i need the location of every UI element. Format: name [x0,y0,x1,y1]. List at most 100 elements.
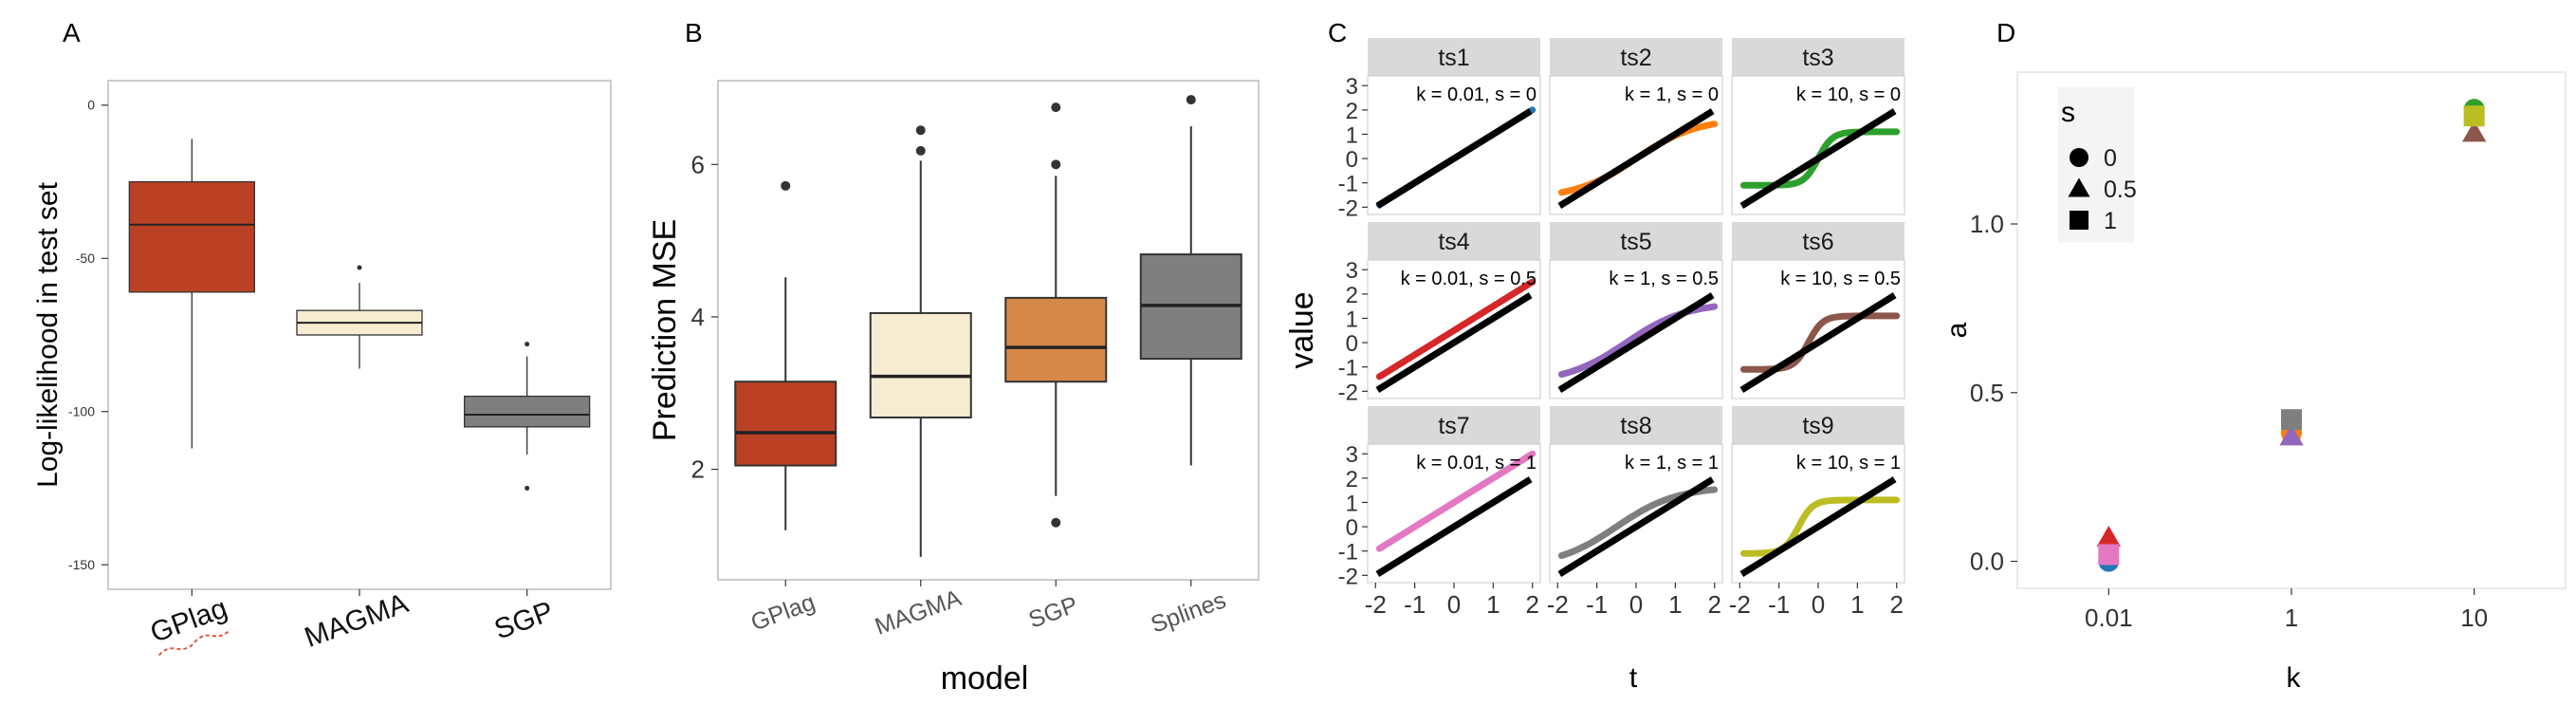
facet-strip [1732,406,1904,444]
y-tick-label: 0 [1346,147,1358,173]
y-tick-label: 2 [1346,467,1358,492]
facet-title: ts6 [1802,229,1833,255]
y-tick-label: 2 [1346,283,1358,308]
x-tick-label: 2 [1525,590,1538,619]
box-splines [1139,95,1242,466]
outlier-point [915,125,926,136]
series-line [1375,278,1536,381]
x-tick-label: 0 [1812,590,1825,619]
panel-a-y-label: Log-likelihood in test set [32,181,64,488]
facet-strip [1368,222,1540,260]
reference-line [1739,292,1897,394]
facet-annotation: k = 1, s = 0 [1625,84,1719,105]
facet-title: ts5 [1620,229,1651,255]
y-tick-label: 0.0 [1970,548,2004,576]
panel-b-boxes [734,95,1242,557]
facet-annotation: k = 10, s = 1 [1796,453,1901,474]
outlier-point [357,265,362,270]
y-tick-label: -1 [1338,540,1358,566]
facet-ts5: ts5 k = 1, s = 0.5 [1549,222,1723,399]
y-tick-label: 1.0 [1970,210,2004,238]
panel-label-b: B [685,18,703,47]
y-tick-label: 6 [691,150,705,178]
x-tick-label: 0 [1447,590,1461,619]
panel-c-x-label: t [1629,662,1638,694]
facet-strip [1368,406,1540,444]
x-tick-label: -2 [1547,590,1569,619]
spellcheck-underline [157,628,231,657]
x-tick-label: 2 [1707,590,1720,619]
outlier-point [781,180,791,191]
point-ts6 [2462,121,2487,142]
legend-key-circle [2070,148,2088,167]
y-tick-label: 0.5 [1970,379,2004,407]
panel-d-legend: s 00.51 [2058,87,2137,243]
reference-line [1557,476,1715,578]
point-ts8 [2281,409,2302,431]
x-tick-label: 10 [2460,604,2488,632]
outlier-point [915,145,926,156]
facet-strip [1732,38,1904,76]
legend-title: s [2061,97,2075,128]
legend-key-square [2070,211,2088,230]
box-body [1004,296,1108,383]
x-tick-label: 1 [1486,590,1500,619]
panel-b-y-label: Prediction MSE [647,219,683,441]
y-tick-label: -50 [76,251,95,266]
y-tick-label: -1 [1338,172,1358,197]
panel-d-points [2096,99,2487,572]
x-tick-label: -1 [1586,590,1608,619]
facet-annotation: k = 0.01, s = 0.5 [1401,269,1536,289]
y-tick-label: -150 [68,557,95,572]
x-tick-label: 0.01 [2085,604,2133,632]
facet-strip [1368,38,1540,76]
reference-line [1375,108,1533,210]
point-ts9 [2463,105,2485,127]
panel-d-y-ticks: 0.0 0.5 1.0 [1970,210,2017,576]
facet-annotation: k = 10, s = 0.5 [1780,269,1901,289]
x-tick-label: 1 [1668,590,1682,619]
facet-ts3: ts3 k = 10, s = 0 [1731,38,1905,215]
point-ts4 [2096,526,2121,548]
facet-annotation: k = 10, s = 0 [1796,84,1901,105]
y-tick-label: 3 [1346,258,1358,284]
x-tick-label: -1 [1404,590,1426,619]
y-tick-label: 3 [1346,74,1358,100]
legend-key-triangle [2068,177,2090,197]
panel-label-d: D [1996,18,2015,47]
box-gplag [734,180,837,530]
outlier-point [1051,517,1061,528]
x-tick-label: -2 [1365,590,1387,619]
panel-b-x-label: model [941,660,1029,697]
panel-label-c: C [1328,18,1347,47]
panel-d-y-label: a [1941,322,1973,338]
y-tick-label: 3 [1346,442,1358,468]
y-tick-label: -2 [1338,195,1358,221]
facet-annotation: k = 0.01, s = 1 [1416,453,1536,474]
panel-a-y-ticks: 0 -50 -100 -150 [68,98,108,572]
panel-c-x-ticks: -2 -1 0 1 2 -2 -1 0 1 2 -2 -1 0 1 2 [1365,583,1904,619]
panel-b: 246 GPlag MAGMA SGP Splines Prediction MSE … [647,80,1260,697]
box-body [734,381,837,467]
outlier-point [1186,95,1196,105]
reference-line [1375,476,1533,578]
y-tick-label: 1 [1346,122,1358,148]
x-tick-label: -2 [1729,590,1751,619]
panel-label-a: A [63,18,81,47]
y-tick-label: 2 [1346,99,1358,124]
y-tick-label: -100 [68,404,95,419]
y-tick-label: 0 [87,98,95,113]
y-tick-label: 2 [691,455,705,484]
x-tick-label: -1 [1768,590,1790,619]
box-magma [296,265,423,369]
facet-title: ts1 [1438,45,1469,71]
panel-d: 0.00.51.0 0.01 1 10 s 00.51 a k [1941,71,2567,694]
box-gplag [128,139,255,449]
facet-strip [1550,222,1722,260]
reference-line [1375,292,1533,394]
facet-strip [1732,222,1904,260]
panel-d-x-label: k [2287,662,2302,694]
